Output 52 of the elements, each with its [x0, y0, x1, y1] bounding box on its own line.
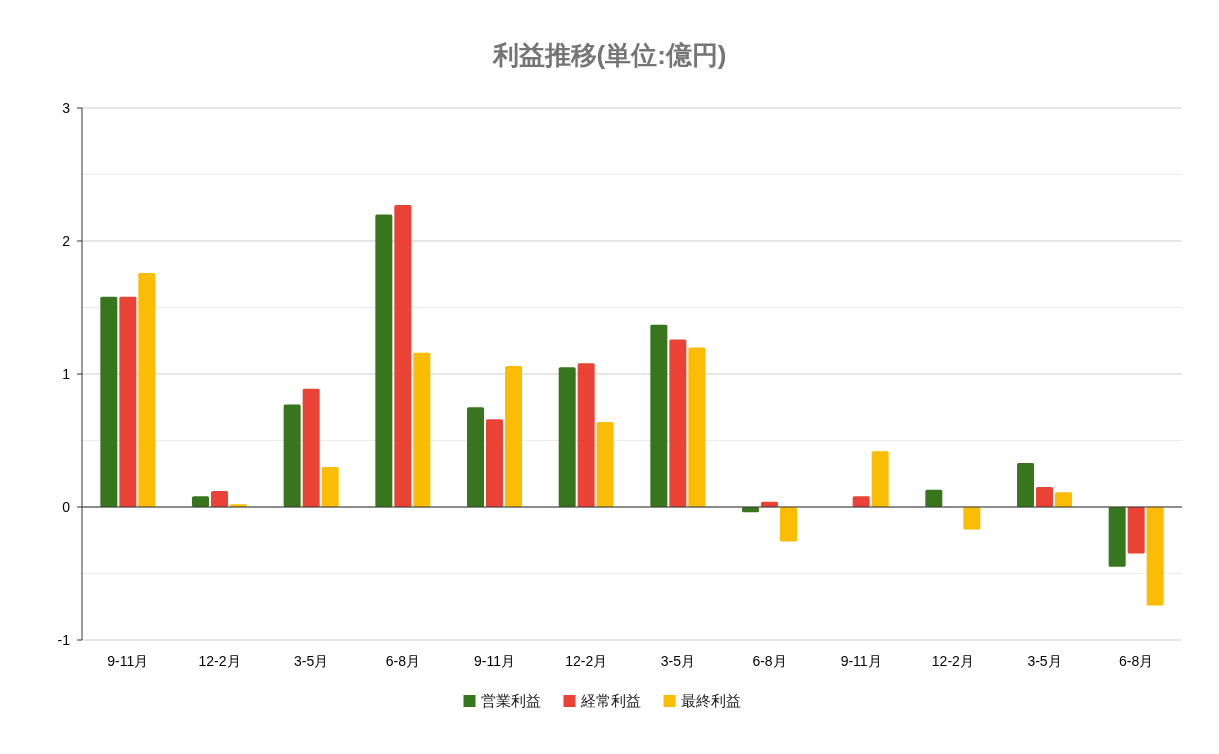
bar — [505, 366, 522, 507]
legend-label: 最終利益 — [680, 692, 741, 709]
bar — [375, 214, 393, 507]
x-tick-label: 6-8月 — [1119, 653, 1154, 669]
legend-label: 経常利益 — [579, 692, 641, 709]
bar — [1108, 507, 1126, 567]
x-tick-label: 12-2月 — [198, 653, 241, 669]
bar — [283, 404, 301, 507]
bar — [1146, 507, 1164, 606]
x-tick-label: 6-8月 — [385, 653, 420, 669]
y-tick-label: -1 — [57, 632, 71, 648]
bar — [138, 272, 156, 507]
y-tick-label: 0 — [62, 499, 71, 515]
bar — [1036, 487, 1053, 507]
bar — [688, 347, 706, 507]
x-tick-label: 9-11月 — [474, 653, 515, 669]
bar — [780, 507, 797, 542]
bar — [100, 296, 118, 507]
bar — [321, 467, 339, 507]
bar — [302, 388, 320, 507]
x-tick-label: 3-5月 — [294, 653, 329, 669]
x-tick-label: 9-11月 — [107, 653, 149, 669]
bar — [1127, 507, 1145, 554]
bar — [1055, 492, 1072, 507]
bar — [871, 451, 889, 507]
bar — [192, 496, 209, 507]
bar — [577, 363, 595, 507]
bar — [394, 205, 412, 507]
x-tick-label: 12-2月 — [565, 653, 608, 669]
bar — [467, 407, 484, 507]
legend-label: 営業利益 — [480, 692, 541, 709]
y-tick-label: 2 — [62, 233, 71, 249]
y-tick-label: 1 — [62, 366, 71, 382]
bar — [486, 419, 503, 507]
bar — [119, 296, 137, 507]
bar — [852, 496, 870, 507]
y-tick-label: 3 — [62, 100, 71, 116]
x-tick-label: 3-5月 — [660, 653, 695, 669]
bar — [650, 324, 668, 507]
bar — [925, 489, 943, 507]
bar — [558, 367, 576, 507]
bar — [963, 507, 981, 530]
x-tick-label: 12-2月 — [931, 653, 974, 669]
bar — [211, 491, 228, 507]
bar — [413, 352, 431, 507]
x-tick-label: 3-5月 — [1027, 653, 1062, 669]
bar — [596, 421, 614, 507]
x-tick-label: 9-11月 — [840, 653, 882, 669]
bar — [1017, 463, 1034, 507]
x-tick-label: 6-8月 — [752, 653, 787, 669]
chart-title: 利益推移(単位:億円) — [491, 40, 727, 70]
bar — [669, 339, 687, 507]
